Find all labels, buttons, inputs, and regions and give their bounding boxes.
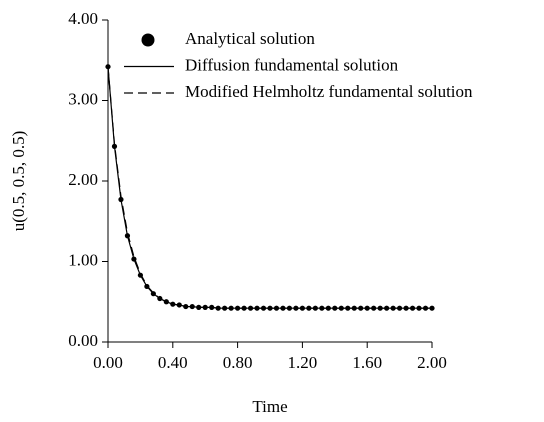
y-tick-label: 4.00 [68,9,98,28]
x-tick-label: 2.00 [417,353,447,372]
legend-marker [141,33,155,47]
y-tick-label: 1.00 [68,250,98,269]
x-tick-label: 1.20 [288,353,318,372]
x-tick-label: 0.00 [93,353,123,372]
x-tick-label: 0.40 [158,353,188,372]
x-axis-title: Time [252,397,287,416]
series-line [107,66,432,309]
x-tick-label: 1.60 [352,353,382,372]
legend-label: Analytical solution [185,29,315,48]
series-line [107,66,432,309]
y-axis-title: u(0.5, 0.5, 0.5) [9,131,28,232]
y-tick-label: 0.00 [68,331,98,350]
x-tick-label: 0.80 [223,353,253,372]
legend-label: Diffusion fundamental solution [185,55,399,74]
y-tick-label: 2.00 [68,170,98,189]
legend-label: Modified Helmholtz fundamental solution [185,82,473,101]
y-tick-label: 3.00 [68,89,98,108]
